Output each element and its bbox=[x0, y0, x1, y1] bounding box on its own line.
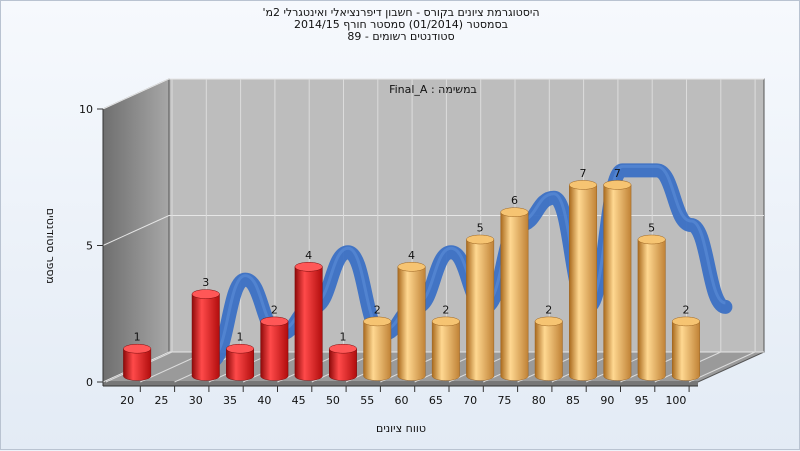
x-tick-label: 85 bbox=[566, 394, 580, 407]
bar-body bbox=[123, 348, 152, 381]
y-tick-label: 10 bbox=[79, 103, 93, 116]
bar-top bbox=[500, 207, 529, 217]
bar-top bbox=[294, 262, 323, 272]
bar-body bbox=[294, 266, 323, 381]
bar-body bbox=[260, 321, 289, 381]
bar-top bbox=[397, 262, 426, 272]
bar-value-label: 1 bbox=[339, 331, 346, 344]
bar-value-label: 4 bbox=[305, 249, 312, 262]
x-tick-label: 25 bbox=[154, 394, 168, 407]
bar-top bbox=[226, 343, 255, 354]
bar-body bbox=[534, 321, 563, 381]
bar-top bbox=[534, 316, 563, 327]
bar-body bbox=[671, 321, 700, 381]
bar-value-label: 3 bbox=[202, 276, 209, 289]
chart-annotation: Final_A : במשימה bbox=[389, 83, 477, 96]
x-tick-label: 70 bbox=[463, 394, 477, 407]
histogram-bar bbox=[397, 262, 426, 381]
bar-top bbox=[123, 343, 152, 354]
x-tick-label: 75 bbox=[497, 394, 511, 407]
x-tick-label: 35 bbox=[223, 394, 237, 407]
x-tick-label: 100 bbox=[665, 394, 686, 407]
x-tick-label: 60 bbox=[395, 394, 409, 407]
bar-top bbox=[637, 234, 666, 245]
bar-value-label: 5 bbox=[477, 222, 484, 235]
histogram-bar bbox=[603, 180, 632, 381]
histogram-bar bbox=[534, 316, 563, 381]
x-axis-title: טווח ציונים bbox=[376, 422, 426, 435]
bar-top bbox=[603, 180, 632, 190]
bar-body bbox=[500, 211, 529, 381]
bar-body bbox=[569, 184, 598, 381]
bar-body bbox=[431, 321, 460, 381]
x-tick-label: 80 bbox=[532, 394, 546, 407]
x-tick-label: 50 bbox=[326, 394, 340, 407]
x-tick-label: 65 bbox=[429, 394, 443, 407]
bar-value-label: 1 bbox=[134, 331, 141, 344]
bar-value-label: 6 bbox=[511, 194, 518, 207]
bar-top bbox=[431, 316, 460, 327]
histogram-bar bbox=[123, 343, 152, 381]
histogram-bar bbox=[569, 180, 598, 381]
x-tick-label: 20 bbox=[120, 394, 134, 407]
x-tick-label: 55 bbox=[360, 394, 374, 407]
histogram-bar bbox=[431, 316, 460, 381]
bar-top bbox=[260, 316, 289, 327]
bar-value-label: 1 bbox=[237, 331, 244, 344]
bar-top bbox=[466, 234, 495, 245]
bar-body bbox=[397, 266, 426, 381]
histogram-bar bbox=[294, 262, 323, 381]
bar-value-label: 2 bbox=[682, 303, 689, 316]
x-tick-label: 90 bbox=[600, 394, 614, 407]
bar-value-label: 2 bbox=[545, 303, 552, 316]
floor-edge bbox=[103, 382, 698, 386]
y-gridline bbox=[102, 78, 764, 110]
x-tick-label: 30 bbox=[189, 394, 203, 407]
x-tick-label: 45 bbox=[292, 394, 306, 407]
bar-body bbox=[226, 348, 255, 381]
bar-value-label: 7 bbox=[614, 167, 621, 180]
bar-value-label: 7 bbox=[580, 167, 587, 180]
histogram-bar bbox=[191, 289, 220, 381]
bar-top bbox=[671, 316, 700, 327]
title-line-3: סטודנטים רשומים - 89 bbox=[347, 30, 455, 43]
bar-top bbox=[191, 289, 220, 299]
histogram-bar bbox=[226, 343, 255, 381]
histogram-bar bbox=[260, 316, 289, 381]
bar-body bbox=[466, 239, 495, 381]
bar-value-label: 5 bbox=[648, 222, 655, 235]
y-tick-label: 5 bbox=[86, 240, 93, 253]
bar-top bbox=[569, 180, 598, 190]
bar-body bbox=[603, 184, 632, 381]
y-tick-label: 0 bbox=[86, 376, 93, 389]
histogram-bar bbox=[363, 316, 392, 381]
title-line-1: היסטוגרמת ציונים בקורס - חשבון דיפרנציאל… bbox=[262, 6, 540, 19]
histogram-bar bbox=[466, 234, 495, 381]
x-tick-label: 40 bbox=[257, 394, 271, 407]
x-gridline bbox=[688, 79, 756, 383]
bar-top bbox=[363, 316, 392, 327]
bar-value-label: 2 bbox=[442, 303, 449, 316]
chart-title-block: היסטוגרמת ציונים בקורס - חשבון דיפרנציאל… bbox=[1, 7, 800, 43]
bar-body bbox=[328, 348, 357, 381]
histogram-bar bbox=[637, 234, 666, 381]
bar-value-label: 2 bbox=[374, 303, 381, 316]
y-axis-title: מספר סטודנטים bbox=[44, 208, 57, 284]
title-line-2: בסמסטר (01/2014) סמסטר חורף 2014/15 bbox=[294, 18, 508, 31]
histogram-bar bbox=[671, 316, 700, 381]
bar-body bbox=[637, 239, 666, 381]
histogram-bar bbox=[328, 343, 357, 381]
bar-value-label: 4 bbox=[408, 249, 415, 262]
bar-top bbox=[328, 343, 357, 354]
bar-value-label: 2 bbox=[271, 303, 278, 316]
bar-body bbox=[191, 293, 220, 381]
x-tick-label: 95 bbox=[635, 394, 649, 407]
bar-body bbox=[363, 321, 392, 381]
histogram-bar bbox=[500, 207, 529, 381]
